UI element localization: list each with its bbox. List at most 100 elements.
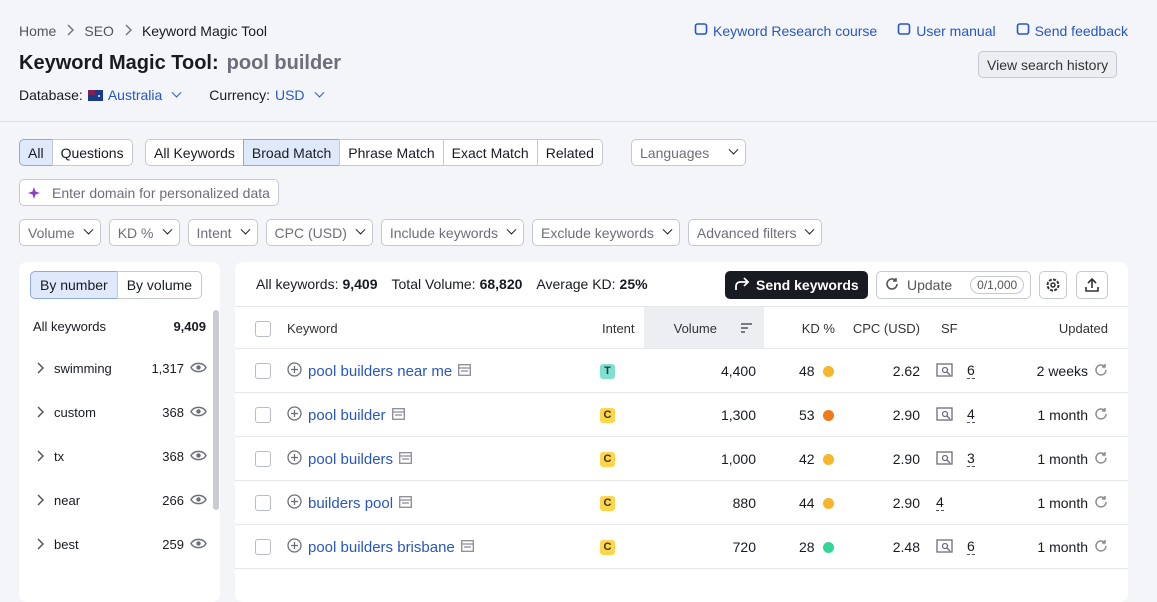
column-header[interactable]: KD % (801, 320, 835, 336)
keyword-link[interactable]: builders pool (308, 494, 394, 512)
sf-cell: 4 (936, 481, 944, 525)
cpc: 2.62 (892, 363, 920, 379)
filter-select[interactable]: Advanced filters (687, 219, 823, 246)
serp-icon[interactable] (399, 451, 413, 467)
sf-count[interactable]: 4 (936, 494, 944, 511)
serp-icon[interactable] (458, 363, 472, 379)
sf-count[interactable]: 6 (967, 362, 975, 379)
add-icon[interactable] (287, 538, 302, 556)
refresh-icon[interactable] (1094, 451, 1108, 468)
serp-icon[interactable] (399, 495, 413, 511)
sf-count[interactable]: 4 (967, 406, 975, 423)
serp-icon[interactable] (460, 539, 474, 555)
group-name[interactable]: swimming (54, 361, 112, 376)
sf-count[interactable]: 3 (967, 450, 975, 467)
keyword-link[interactable]: pool builders brisbane (308, 538, 455, 556)
group-name[interactable]: best (54, 537, 79, 552)
refresh-icon[interactable] (1094, 407, 1108, 424)
flag-icon (87, 89, 103, 101)
updated-text: 1 month (1037, 451, 1088, 467)
breadcrumb-item[interactable]: SEO (84, 23, 114, 39)
keyword-link[interactable]: pool builder (308, 406, 386, 424)
filter-select[interactable]: Include keywords (380, 219, 525, 246)
sidebar-toggle-button[interactable]: By volume (116, 271, 203, 299)
add-icon[interactable] (287, 362, 302, 380)
keyword-cell: pool builder (287, 393, 405, 437)
top-link[interactable]: Keyword Research course (694, 22, 877, 39)
history-button[interactable]: View search history (978, 51, 1118, 78)
row-checkbox[interactable] (255, 363, 271, 379)
languages-select[interactable]: Languages (631, 139, 746, 166)
expand-chevron[interactable] (36, 537, 45, 555)
column-header[interactable]: CPC (USD) (852, 320, 920, 336)
column-header[interactable]: Keyword (287, 320, 338, 336)
top-link[interactable]: Send feedback (1016, 22, 1128, 39)
breadcrumb-item[interactable]: Home (19, 23, 57, 39)
eye-icon[interactable] (190, 449, 207, 467)
eye-icon[interactable] (190, 361, 207, 379)
group-name[interactable]: tx (54, 449, 65, 464)
eye-icon[interactable] (190, 537, 207, 555)
settings-button[interactable] (1039, 271, 1067, 299)
refresh-icon[interactable] (1094, 363, 1108, 380)
intent-cell: T (600, 349, 615, 393)
select-all-checkbox[interactable] (255, 321, 271, 337)
row-checkbox[interactable] (255, 451, 271, 467)
row-checkbox[interactable] (255, 495, 271, 511)
match-tab[interactable]: Phrase Match (339, 139, 444, 166)
volume: 1,000 (720, 451, 756, 467)
column-header[interactable]: Intent (602, 320, 635, 336)
keyword-link[interactable]: pool builders near me (308, 362, 453, 380)
database-select[interactable]: Australia (107, 87, 163, 103)
kd-dot (822, 541, 834, 553)
domain-input[interactable]: Enter domain for personalized data (19, 179, 279, 206)
type-tab[interactable]: Questions (51, 139, 133, 166)
sidebar-toggle-button[interactable]: By number (30, 271, 118, 299)
serp-icon[interactable] (391, 407, 405, 423)
cpc: 2.90 (892, 495, 920, 511)
add-icon[interactable] (287, 406, 302, 424)
match-tab[interactable]: Related (536, 139, 603, 166)
send-keywords-button[interactable]: Send keywords (725, 271, 868, 299)
match-tab[interactable]: All Keywords (145, 139, 244, 166)
eye-icon[interactable] (190, 405, 207, 423)
update-button[interactable]: Update 0/1,000 (876, 271, 1031, 299)
top-link[interactable]: User manual (897, 22, 996, 39)
refresh-icon[interactable] (1094, 539, 1108, 556)
expand-chevron[interactable] (36, 449, 45, 467)
keyword-link[interactable]: pool builders (308, 450, 394, 468)
column-header[interactable]: Volume (673, 320, 717, 336)
currency-select[interactable]: USD (274, 87, 305, 103)
intent-badge: T (600, 363, 615, 379)
column-header[interactable]: Updated (1058, 320, 1108, 336)
filter-select[interactable]: Exclude keywords (532, 219, 680, 246)
chevron (805, 224, 815, 235)
add-icon[interactable] (287, 494, 302, 512)
refresh-icon[interactable] (1094, 495, 1108, 512)
sf-count[interactable]: 6 (967, 538, 975, 555)
icon (67, 24, 75, 36)
filter-select[interactable]: CPC (USD) (265, 219, 373, 246)
summary-all: 9,409 (342, 276, 378, 292)
row-checkbox[interactable] (255, 407, 271, 423)
icon (694, 23, 708, 35)
filter-select[interactable]: Volume (19, 219, 101, 246)
expand-chevron[interactable] (36, 493, 45, 511)
eye-icon[interactable] (190, 493, 207, 511)
match-tab[interactable]: Exact Match (442, 139, 538, 166)
type-tab[interactable]: All (19, 139, 53, 166)
expand-chevron[interactable] (36, 405, 45, 423)
export-button[interactable] (1076, 271, 1108, 299)
group-name[interactable]: near (54, 493, 81, 508)
domain-placeholder: Enter domain for personalized data (52, 184, 270, 201)
filter-select[interactable]: Intent (187, 219, 258, 246)
column-header[interactable]: SF (941, 320, 958, 336)
filter-select[interactable]: KD % (108, 219, 180, 246)
expand-chevron[interactable] (36, 361, 45, 379)
group-name[interactable]: custom (54, 405, 96, 420)
match-tab[interactable]: Broad Match (242, 139, 341, 166)
add-icon[interactable] (287, 450, 302, 468)
chevron (506, 224, 517, 235)
send-text: Send keywords (756, 277, 859, 293)
row-checkbox[interactable] (255, 539, 271, 555)
